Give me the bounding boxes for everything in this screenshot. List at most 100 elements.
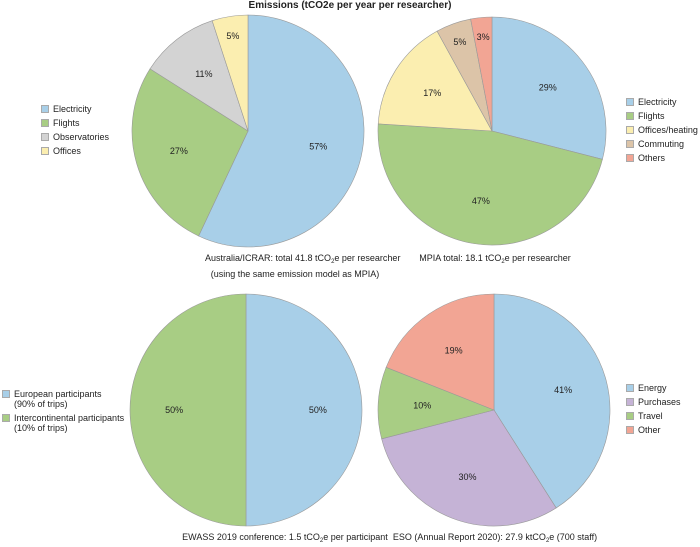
pie-slice-energy: [493, 293, 611, 509]
caption-ewass-text: EWASS 2019 conference: 1.5 tCO: [182, 532, 320, 542]
caption-mpia-text: MPIA total: 18.1 tCO: [419, 253, 502, 263]
slice-label-offices: 5%: [226, 31, 239, 41]
pie-mpia: 29% 47% 17% 5% 3%: [377, 16, 607, 246]
legend-label: Other: [638, 425, 661, 435]
slice-label-travel: 10%: [413, 401, 431, 411]
slice-label-others: 3%: [477, 32, 490, 42]
pie-slice-others: [470, 16, 493, 132]
legend-label: Intercontinental participants (10% of tri…: [14, 413, 124, 433]
pie-ewass: 50% 50%: [129, 293, 363, 527]
legend-label: Others: [638, 153, 666, 163]
legend-swatch: [626, 140, 634, 148]
pie-slice-other: [385, 293, 495, 411]
slice-label-observatories: 11%: [195, 69, 212, 79]
legend-swatch: [626, 384, 634, 392]
legend-swatch: [41, 147, 49, 155]
legend-item-offices-heating: Offices/heating: [626, 125, 698, 135]
legend-label: Flights: [53, 118, 80, 128]
caption-ewass: EWASS 2019 conference: 1.5 tCO2e per par…: [165, 531, 405, 547]
legend-label: Electricity: [53, 104, 92, 114]
legend-swatch: [626, 412, 634, 420]
legend-swatch: [41, 119, 49, 127]
legend-item-intercontinental: Intercontinental participants (10% of tri…: [2, 413, 124, 433]
slice-label-electricity: 57%: [309, 142, 327, 152]
slice-label-european-participants-90-of-trips: 50%: [309, 405, 327, 415]
caption-eso: ESO (Annual Report 2020): 27.9 ktCO2e (7…: [375, 531, 615, 547]
caption-mpia-sub: 2: [501, 259, 505, 265]
legend-swatch: [626, 98, 634, 106]
legend-label: Flights: [638, 111, 665, 121]
pie-slice-purchases: [381, 409, 557, 527]
legend-mpia: Electricity Flights Offices/heating Comm…: [626, 97, 698, 167]
slice-label-offices-heating: 17%: [423, 88, 441, 98]
pie-australia: 57% 27% 11% 5%: [131, 14, 365, 248]
legend-label: Offices/heating: [638, 125, 698, 135]
pie-slice-offices: [211, 14, 249, 132]
slice-label-electricity: 29%: [539, 83, 557, 93]
pie-slice-observatories: [149, 20, 249, 132]
caption-australia-line2: (using the same emission model as MPIA): [210, 269, 380, 279]
legend-item-others: Others: [626, 153, 698, 163]
pie-slice-electricity: [198, 14, 365, 248]
legend-label-line1: Intercontinental participants: [14, 413, 125, 423]
legend-item-european: European participants (90% of trips): [2, 389, 124, 409]
legend-swatch: [626, 126, 634, 134]
slice-label-flights: 27%: [170, 146, 188, 156]
legend-swatch: [2, 390, 10, 398]
legend-item-flights: Flights: [626, 111, 698, 121]
caption-ewass-text-end: e per participant: [323, 532, 388, 542]
legend-label: Observatories: [53, 132, 110, 142]
caption-australia: Australia/ICRAR: total 41.8 tCO2e per re…: [205, 252, 400, 280]
legend-label: Energy: [638, 383, 667, 393]
legend-label: Offices: [53, 146, 81, 156]
caption-australia-sub: 2: [331, 259, 335, 265]
caption-eso-text-end: e (700 staff): [549, 532, 598, 542]
legend-swatch: [41, 105, 49, 113]
pie-slice-electricity: [491, 16, 607, 160]
legend-australia: Electricity Flights Observatories Office…: [41, 104, 109, 160]
legend-swatch: [626, 154, 634, 162]
pie-slice-flights: [131, 68, 249, 237]
legend-item-purchases: Purchases: [626, 397, 681, 407]
pie-slice-flights: [377, 123, 603, 246]
legend-label: Electricity: [638, 97, 677, 107]
caption-ewass-sub: 2: [319, 538, 324, 544]
chart-title: Emissions (tCO2e per year per researcher…: [248, 0, 452, 11]
slice-label-flights: 47%: [472, 196, 490, 206]
legend-item-flights: Flights: [41, 118, 109, 128]
pie-eso: 41% 30% 10% 19%: [377, 293, 611, 527]
legend-ewass: European participants (90% of trips) Inte…: [2, 389, 124, 437]
legend-label-line2: (90% of trips): [14, 399, 68, 409]
legend-item-commuting: Commuting: [626, 139, 698, 149]
caption-mpia-text-end: e per researcher: [504, 253, 571, 263]
legend-item-other: Other: [626, 425, 681, 435]
legend-swatch: [626, 426, 634, 434]
caption-australia-text-end: e per researcher: [334, 253, 401, 263]
legend-label-line1: European participants: [14, 389, 102, 399]
slice-label-intercontinental-participants-10-of-trips: 50%: [165, 405, 183, 415]
slice-label-purchases: 30%: [458, 472, 476, 482]
pie-slice-intercontinental-participants-10-of-trips: [129, 293, 247, 527]
legend-item-energy: Energy: [626, 383, 681, 393]
legend-label: Commuting: [638, 139, 685, 149]
caption-australia-text: Australia/ICRAR: total 41.8 tCO: [205, 253, 332, 263]
legend-item-travel: Travel: [626, 411, 681, 421]
pie-slice-travel: [377, 366, 495, 440]
caption-eso-text: ESO (Annual Report 2020): 27.9 ktCO: [392, 532, 546, 542]
legend-item-offices: Offices: [41, 146, 109, 156]
legend-label-line2: (10% of trips): [14, 423, 68, 433]
legend-swatch: [626, 112, 634, 120]
slice-label-energy: 41%: [554, 385, 572, 395]
legend-label: Travel: [638, 411, 663, 421]
legend-item-observatories: Observatories: [41, 132, 109, 142]
caption-eso-sub: 2: [545, 538, 550, 544]
pie-slice-offices-heating: [377, 30, 493, 132]
caption-mpia: MPIA total: 18.1 tCO2e per researcher: [395, 252, 595, 268]
legend-item-electricity: Electricity: [626, 97, 698, 107]
slice-label-commuting: 5%: [453, 37, 466, 47]
legend-swatch: [41, 133, 49, 141]
legend-eso: Energy Purchases Travel Other: [626, 383, 681, 439]
legend-label: Purchases: [638, 397, 681, 407]
slice-label-other: 19%: [445, 346, 463, 356]
